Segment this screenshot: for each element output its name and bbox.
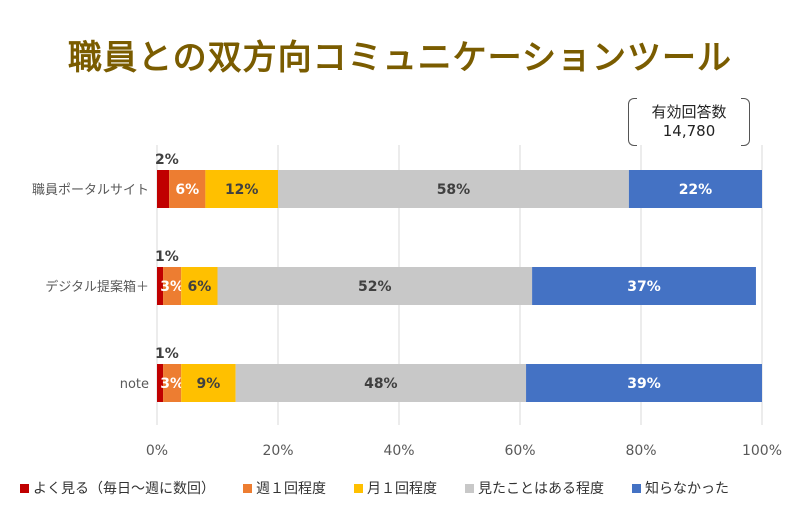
bar-segment: [181, 364, 236, 402]
chart-legend: よく見る（毎日〜週に数回） 週１回程度 月１回程度 見たことはある程度 知らなかった: [20, 478, 790, 498]
bar-segment: [163, 267, 182, 305]
x-tick-label: 60%: [504, 443, 535, 459]
note-label: 有効回答数: [651, 103, 727, 121]
bar-segment: [526, 364, 762, 402]
legend-swatch: [632, 483, 641, 493]
data-label: 1%: [155, 346, 179, 362]
bar-segment: [217, 267, 533, 305]
legend-item: 知らなかった: [632, 478, 729, 498]
bar-segment: [163, 364, 182, 402]
legend-swatch: [354, 483, 363, 493]
legend-label: 月１回程度: [367, 481, 437, 497]
chart-title: 職員との双方向コミュニケーションツール: [68, 38, 732, 78]
data-label: 48%: [364, 376, 398, 392]
data-label: 6%: [187, 279, 211, 295]
legend-swatch: [20, 483, 29, 493]
data-label: 9%: [197, 376, 221, 392]
x-tick-label: 0%: [146, 443, 168, 459]
legend-label: 知らなかった: [645, 481, 729, 497]
legend-item: 見たことはある程度: [465, 478, 604, 498]
legend-label: 週１回程度: [256, 481, 326, 497]
data-label: 12%: [225, 182, 259, 198]
legend-item: 週１回程度: [243, 478, 326, 498]
legend-swatch: [243, 483, 252, 493]
bar-segment: [157, 267, 164, 305]
x-tick-label: 100%: [742, 443, 782, 459]
data-label: 39%: [627, 376, 661, 392]
data-label: 3%: [160, 279, 184, 295]
x-tick-label: 80%: [625, 443, 656, 459]
category-label: デジタル提案箱＋: [45, 279, 149, 295]
bar-segment: [169, 170, 206, 208]
category-label: 職員ポータルサイト: [32, 183, 149, 198]
bar-segment: [157, 364, 164, 402]
note-bracket-left: [628, 98, 637, 146]
data-label: 6%: [175, 182, 199, 198]
x-tick-label: 20%: [262, 443, 293, 459]
x-tick-label: 40%: [383, 443, 414, 459]
data-label: 2%: [155, 152, 179, 168]
response-count-note: 有効回答数 14,780: [628, 98, 750, 146]
data-label: 37%: [627, 279, 661, 295]
bar-segment: [205, 170, 278, 208]
legend-label: よく見る（毎日〜週に数回）: [33, 481, 215, 497]
bar-segment: [157, 170, 170, 208]
data-label: 52%: [358, 279, 392, 295]
legend-swatch: [465, 483, 474, 493]
bar-segment: [235, 364, 527, 402]
category-label: note: [120, 377, 149, 392]
bar-segment: [532, 267, 756, 305]
data-label: 3%: [160, 376, 184, 392]
data-label: 58%: [437, 182, 471, 198]
note-count: 14,780: [662, 122, 716, 140]
bar-segment: [181, 267, 218, 305]
bar-segment: [628, 170, 762, 208]
bar-segment: [278, 170, 629, 208]
data-label: 1%: [155, 249, 179, 265]
data-label: 22%: [679, 182, 713, 198]
legend-label: 見たことはある程度: [478, 481, 604, 497]
legend-item: よく見る（毎日〜週に数回）: [20, 478, 215, 498]
note-bracket-right: [741, 98, 750, 146]
legend-item: 月１回程度: [354, 478, 437, 498]
